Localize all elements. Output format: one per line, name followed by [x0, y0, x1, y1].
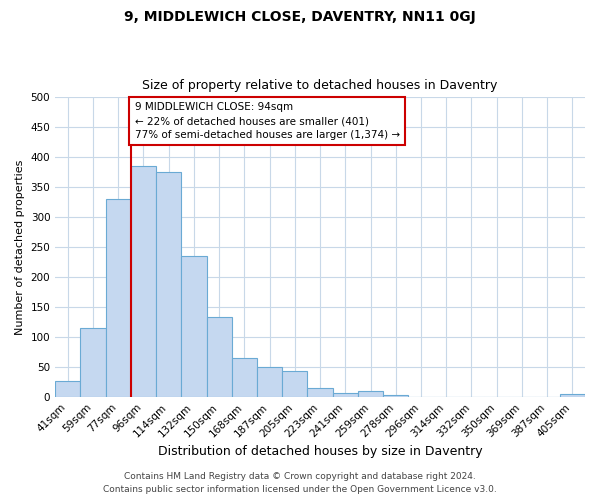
Bar	[181, 256, 206, 397]
Title: Size of property relative to detached houses in Daventry: Size of property relative to detached ho…	[142, 79, 498, 92]
Bar	[257, 367, 282, 397]
Bar	[509, 396, 535, 397]
Bar	[535, 396, 560, 397]
Bar	[131, 166, 156, 397]
Bar	[156, 172, 181, 397]
Bar	[434, 396, 459, 397]
Bar	[358, 390, 383, 397]
Bar	[459, 396, 484, 397]
Text: 9 MIDDLEWICH CLOSE: 94sqm
← 22% of detached houses are smaller (401)
77% of semi: 9 MIDDLEWICH CLOSE: 94sqm ← 22% of detac…	[134, 102, 400, 140]
Bar	[106, 200, 131, 397]
Bar	[307, 388, 332, 397]
Text: Contains HM Land Registry data © Crown copyright and database right 2024.
Contai: Contains HM Land Registry data © Crown c…	[103, 472, 497, 494]
Bar	[560, 394, 585, 397]
Bar	[80, 328, 106, 397]
Bar	[206, 318, 232, 397]
Bar	[55, 381, 80, 397]
Bar	[484, 396, 509, 397]
Bar	[282, 371, 307, 397]
Text: 9, MIDDLEWICH CLOSE, DAVENTRY, NN11 0GJ: 9, MIDDLEWICH CLOSE, DAVENTRY, NN11 0GJ	[124, 10, 476, 24]
X-axis label: Distribution of detached houses by size in Daventry: Distribution of detached houses by size …	[158, 444, 482, 458]
Bar	[332, 393, 358, 397]
Bar	[232, 358, 257, 397]
Y-axis label: Number of detached properties: Number of detached properties	[15, 160, 25, 335]
Bar	[409, 396, 434, 397]
Bar	[383, 396, 409, 397]
